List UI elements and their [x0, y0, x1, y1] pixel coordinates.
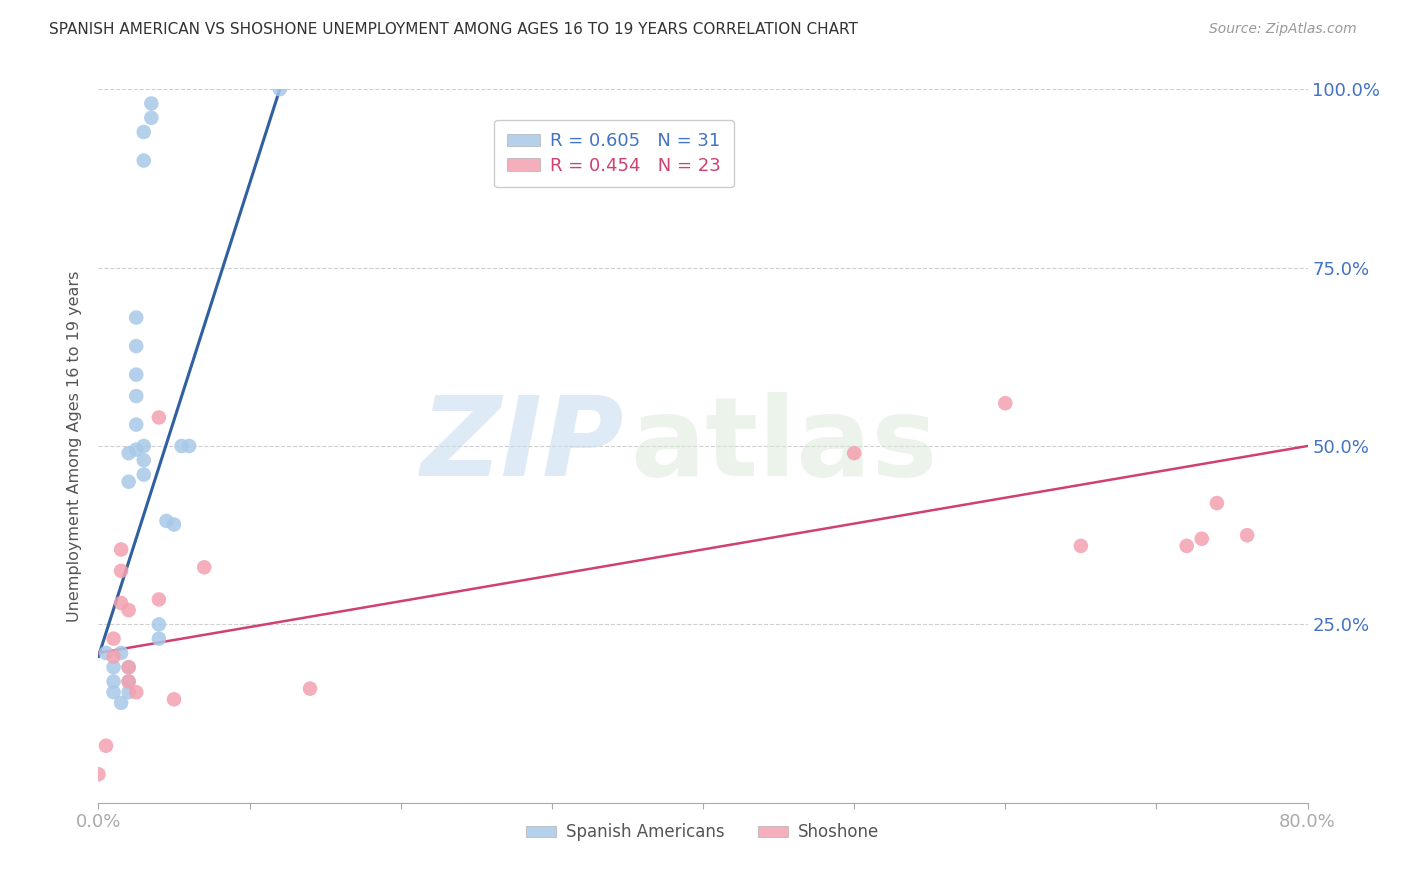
Point: [269, 82, 291, 96]
Point: [994, 396, 1017, 410]
Point: [844, 446, 866, 460]
Point: [148, 617, 170, 632]
Point: [103, 674, 125, 689]
Point: [148, 632, 170, 646]
Point: [125, 339, 148, 353]
Point: [125, 685, 148, 699]
Point: [1191, 532, 1213, 546]
Text: atlas: atlas: [630, 392, 938, 500]
Point: [103, 632, 125, 646]
Point: [132, 439, 155, 453]
Point: [87, 767, 110, 781]
Point: [110, 696, 132, 710]
Point: [193, 560, 215, 574]
Point: [132, 453, 155, 467]
Point: [103, 660, 125, 674]
Point: [103, 649, 125, 664]
Point: [94, 739, 117, 753]
Point: [125, 389, 148, 403]
Point: [110, 646, 132, 660]
Text: SPANISH AMERICAN VS SHOSHONE UNEMPLOYMENT AMONG AGES 16 TO 19 YEARS CORRELATION : SPANISH AMERICAN VS SHOSHONE UNEMPLOYMEN…: [49, 22, 858, 37]
Point: [118, 674, 141, 689]
Point: [1236, 528, 1258, 542]
Y-axis label: Unemployment Among Ages 16 to 19 years: Unemployment Among Ages 16 to 19 years: [66, 270, 82, 622]
Legend: Spanish Americans, Shoshone: Spanish Americans, Shoshone: [520, 817, 886, 848]
Point: [141, 96, 163, 111]
Point: [1175, 539, 1198, 553]
Point: [163, 517, 186, 532]
Point: [148, 592, 170, 607]
Point: [132, 125, 155, 139]
Point: [179, 439, 201, 453]
Text: Source: ZipAtlas.com: Source: ZipAtlas.com: [1209, 22, 1357, 37]
Point: [125, 368, 148, 382]
Point: [132, 467, 155, 482]
Point: [118, 660, 141, 674]
Point: [125, 417, 148, 432]
Point: [155, 514, 177, 528]
Point: [118, 674, 141, 689]
Point: [170, 439, 193, 453]
Point: [1206, 496, 1229, 510]
Point: [110, 596, 132, 610]
Point: [1070, 539, 1092, 553]
Point: [118, 660, 141, 674]
Text: ZIP: ZIP: [420, 392, 624, 500]
Point: [299, 681, 322, 696]
Point: [148, 410, 170, 425]
Point: [110, 542, 132, 557]
Point: [125, 442, 148, 457]
Point: [132, 153, 155, 168]
Point: [110, 564, 132, 578]
Point: [141, 111, 163, 125]
Point: [118, 603, 141, 617]
Point: [118, 446, 141, 460]
Point: [118, 475, 141, 489]
Point: [103, 685, 125, 699]
Point: [94, 646, 117, 660]
Point: [118, 685, 141, 699]
Point: [163, 692, 186, 706]
Point: [125, 310, 148, 325]
